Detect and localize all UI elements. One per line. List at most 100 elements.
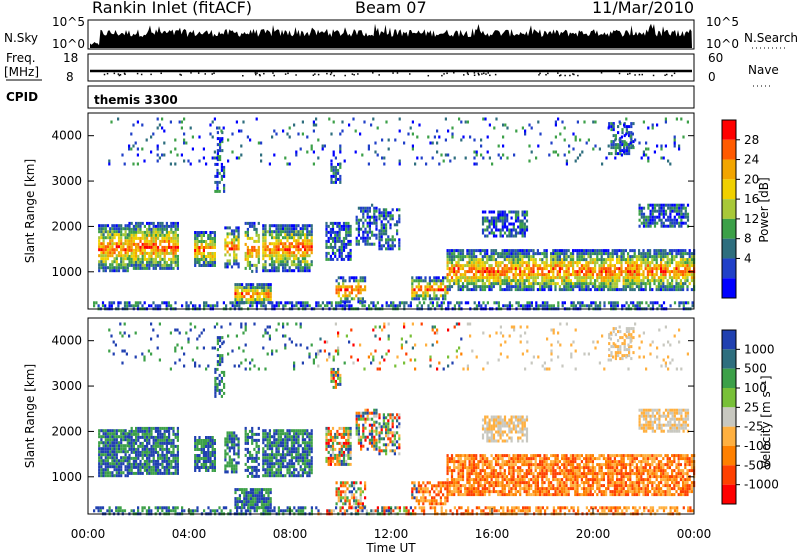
heatmap-cell	[164, 237, 166, 240]
heatmap-cell	[238, 301, 240, 304]
heatmap-cell	[392, 235, 394, 238]
heatmap-cell	[114, 233, 116, 236]
heatmap-cell	[155, 463, 157, 466]
heatmap-cell	[362, 276, 364, 279]
heatmap-cell	[528, 276, 530, 279]
heatmap-cell	[371, 216, 373, 219]
heatmap-cell	[557, 249, 559, 252]
heatmap-cell	[583, 288, 585, 291]
heatmap-cell	[489, 232, 491, 235]
heatmap-cell	[664, 267, 666, 270]
heatmap-cell	[335, 169, 337, 172]
heatmap-cell	[250, 298, 252, 301]
heatmap-cell	[519, 258, 521, 261]
heatmap-cell	[585, 270, 587, 273]
heatmap-cell	[161, 448, 163, 451]
heatmap-cell	[649, 261, 651, 264]
heatmap-cell	[282, 304, 284, 307]
heatmap-cell	[372, 304, 374, 307]
heatmap-cell	[620, 258, 622, 261]
heatmap-cell	[306, 254, 308, 257]
heatmap-cell	[146, 469, 148, 472]
heatmap-cell	[324, 145, 326, 148]
heatmap-cell	[164, 472, 166, 475]
heatmap-cell	[422, 297, 424, 300]
heatmap-cell	[615, 152, 617, 155]
heatmap-cell	[487, 301, 489, 304]
heatmap-cell	[658, 210, 660, 213]
heatmap-cell	[293, 239, 295, 242]
heatmap-cell	[631, 270, 633, 273]
heatmap-cell	[284, 245, 286, 248]
heatmap-cell	[275, 133, 277, 136]
heatmap-cell	[605, 157, 607, 160]
heatmap-cell	[122, 257, 124, 260]
heatmap-cell	[148, 433, 150, 436]
heatmap-cell	[289, 230, 291, 233]
heatmap-cell	[302, 257, 304, 260]
heatmap-cell	[493, 235, 495, 238]
heatmap-cell	[306, 224, 308, 227]
heatmap-cell	[144, 466, 146, 469]
heatmap-cell	[368, 163, 370, 166]
heatmap-cell	[532, 285, 534, 288]
heatmap-cell	[235, 464, 237, 467]
heatmap-cell	[157, 160, 159, 163]
heatmap-cell	[344, 160, 346, 163]
heatmap-cell	[120, 257, 122, 260]
heatmap-cell	[638, 252, 640, 255]
heatmap-cell	[170, 427, 172, 430]
heatmap-cell	[537, 304, 539, 307]
heatmap-cell	[325, 228, 327, 231]
heatmap-cell	[245, 301, 247, 304]
heatmap-cell	[618, 273, 620, 276]
heatmap-cell	[249, 264, 251, 267]
heatmap-cell	[128, 237, 130, 240]
heatmap-cell	[306, 236, 308, 239]
heatmap-cell	[678, 145, 680, 148]
heatmap-cell	[500, 214, 502, 217]
heatmap-cell	[100, 474, 102, 477]
heatmap-cell	[645, 225, 647, 228]
heatmap-cell	[168, 466, 170, 469]
heatmap-cell	[645, 148, 647, 151]
heatmap-cell	[524, 232, 526, 235]
heatmap-cell	[662, 282, 664, 285]
heatmap-cell	[689, 273, 691, 276]
heatmap-cell	[557, 264, 559, 267]
heatmap-cell	[458, 270, 460, 273]
heatmap-cell	[137, 463, 139, 466]
heatmap-cell	[109, 450, 111, 453]
heatmap-cell	[107, 438, 109, 441]
heatmap-cell	[620, 267, 622, 270]
heatmap-cell	[565, 255, 567, 258]
heatmap-cell	[653, 264, 655, 267]
heatmap-cell	[469, 252, 471, 255]
heatmap-cell	[251, 475, 253, 478]
heatmap-cell	[336, 231, 338, 234]
heatmap-cell	[488, 264, 490, 267]
heatmap-cell	[385, 211, 387, 214]
heatmap-cell	[653, 249, 655, 252]
nave-dot	[179, 74, 181, 76]
heatmap-cell	[647, 279, 649, 282]
heatmap-cell	[522, 229, 524, 232]
heatmap-cell	[475, 267, 477, 270]
heatmap-cell	[139, 240, 141, 243]
heatmap-cell	[247, 460, 249, 463]
heatmap-cell	[153, 234, 155, 237]
heatmap-cell	[420, 285, 422, 288]
heatmap-cell	[358, 207, 360, 210]
heatmap-cell	[362, 222, 364, 225]
heatmap-cell	[224, 458, 226, 461]
heatmap-cell	[500, 232, 502, 235]
heatmap-cell	[663, 210, 665, 213]
heatmap-cell	[249, 436, 251, 439]
heatmap-cell	[375, 234, 377, 237]
heatmap-cell	[638, 273, 640, 276]
heatmap-cell	[581, 270, 583, 273]
heatmap-cell	[581, 282, 583, 285]
heatmap-cell	[398, 244, 400, 247]
heatmap-cell	[139, 469, 141, 472]
heatmap-cell	[513, 249, 515, 252]
